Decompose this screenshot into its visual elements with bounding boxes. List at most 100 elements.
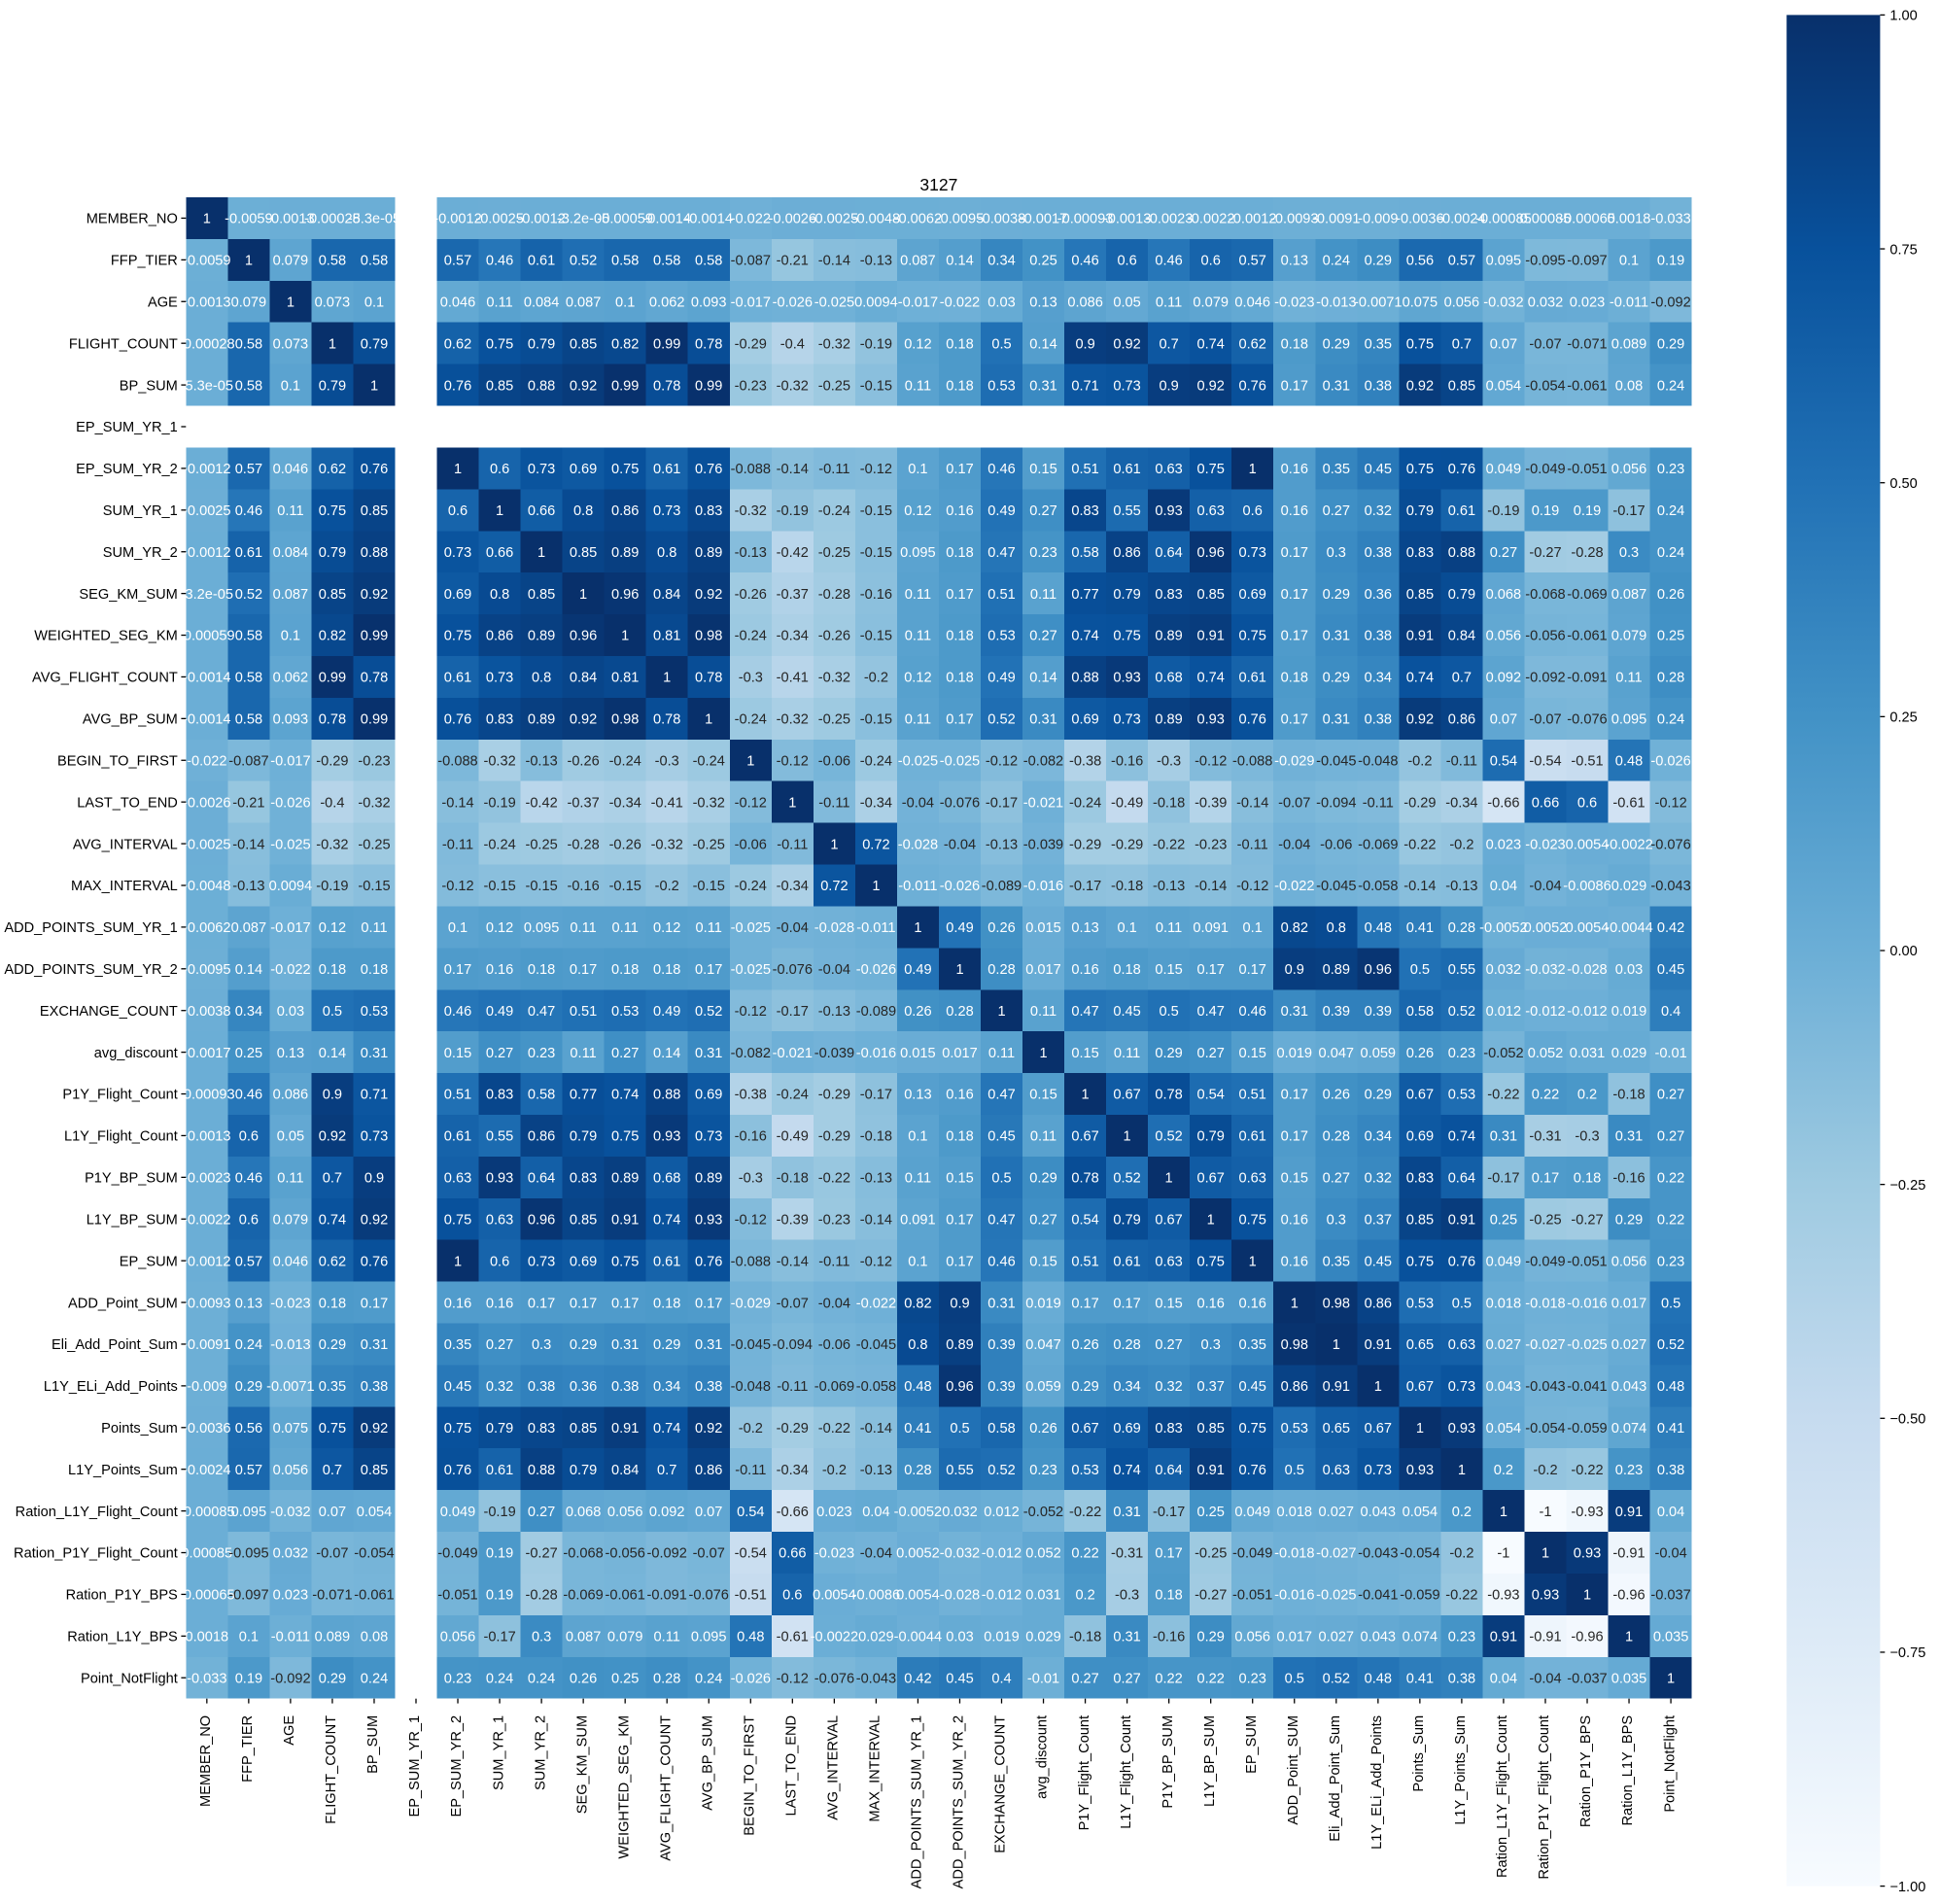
svg-text:0.79: 0.79 bbox=[1406, 503, 1434, 519]
svg-text:0.52: 0.52 bbox=[1113, 1171, 1140, 1187]
svg-text:0.19: 0.19 bbox=[486, 1588, 513, 1604]
svg-text:-0.12: -0.12 bbox=[777, 754, 809, 770]
svg-text:0.14: 0.14 bbox=[653, 1046, 680, 1061]
svg-text:0.75: 0.75 bbox=[444, 1421, 471, 1437]
svg-text:-0.0024: -0.0024 bbox=[183, 1463, 231, 1478]
svg-text:-0.01: -0.01 bbox=[1654, 1046, 1686, 1061]
svg-text:-0.27: -0.27 bbox=[1571, 1212, 1603, 1228]
svg-text:0.83: 0.83 bbox=[1155, 1421, 1182, 1437]
svg-text:0.027: 0.027 bbox=[1319, 1630, 1355, 1645]
svg-text:-0.0052: -0.0052 bbox=[894, 1505, 943, 1520]
svg-text:-0.3: -0.3 bbox=[1575, 1129, 1599, 1145]
svg-text:-0.2: -0.2 bbox=[1449, 1546, 1473, 1562]
svg-text:0.57: 0.57 bbox=[1448, 254, 1475, 269]
svg-text:-0.012: -0.012 bbox=[982, 1588, 1022, 1604]
svg-text:FFP_TIER: FFP_TIER bbox=[111, 254, 178, 269]
svg-text:0.85: 0.85 bbox=[1406, 587, 1434, 603]
svg-text:0.31: 0.31 bbox=[1615, 1129, 1643, 1145]
svg-text:0.015: 0.015 bbox=[900, 1046, 936, 1061]
svg-text:-0.13: -0.13 bbox=[232, 879, 264, 894]
svg-text:0.054: 0.054 bbox=[1486, 378, 1522, 394]
svg-text:0.28: 0.28 bbox=[1323, 1129, 1350, 1145]
svg-text:0.34: 0.34 bbox=[1113, 1379, 1140, 1395]
svg-text:-0.32: -0.32 bbox=[818, 336, 850, 352]
svg-text:-0.069: -0.069 bbox=[1567, 587, 1607, 603]
svg-text:0.89: 0.89 bbox=[695, 545, 722, 561]
svg-text:-0.022: -0.022 bbox=[1274, 879, 1314, 894]
svg-text:L1Y_Points_Sum: L1Y_Points_Sum bbox=[68, 1463, 178, 1478]
svg-text:-0.04: -0.04 bbox=[777, 920, 809, 936]
svg-text:P1Y_BP_SUM: P1Y_BP_SUM bbox=[1161, 1715, 1176, 1809]
svg-text:-0.22: -0.22 bbox=[1445, 1588, 1477, 1604]
svg-text:0.78: 0.78 bbox=[319, 712, 346, 728]
svg-text:0.018: 0.018 bbox=[1486, 1296, 1522, 1311]
svg-text:1: 1 bbox=[1124, 1129, 1131, 1145]
svg-text:0.93: 0.93 bbox=[486, 1171, 513, 1187]
svg-text:0.5: 0.5 bbox=[1285, 1463, 1304, 1478]
svg-text:0.52: 0.52 bbox=[1657, 1337, 1684, 1353]
svg-text:1: 1 bbox=[537, 545, 545, 561]
svg-text:1: 1 bbox=[454, 462, 462, 477]
svg-text:-0.18: -0.18 bbox=[860, 1129, 892, 1145]
svg-text:0.086: 0.086 bbox=[273, 1088, 309, 1103]
svg-text:0.46: 0.46 bbox=[235, 1088, 262, 1103]
svg-text:0.51: 0.51 bbox=[1071, 1254, 1098, 1269]
svg-text:0.17: 0.17 bbox=[695, 1296, 722, 1311]
svg-text:1: 1 bbox=[1165, 1171, 1173, 1187]
svg-text:-0.14: -0.14 bbox=[860, 1421, 892, 1437]
svg-text:-0.097: -0.097 bbox=[228, 1588, 268, 1604]
svg-text:0.83: 0.83 bbox=[486, 712, 513, 728]
svg-text:0.23: 0.23 bbox=[1448, 1046, 1475, 1061]
svg-text:-0.0062: -0.0062 bbox=[894, 212, 943, 227]
svg-text:-0.96: -0.96 bbox=[1571, 1630, 1603, 1645]
svg-text:FLIGHT_COUNT: FLIGHT_COUNT bbox=[324, 1715, 339, 1824]
svg-text:0.67: 0.67 bbox=[1196, 1171, 1224, 1187]
svg-text:-0.045: -0.045 bbox=[856, 1337, 896, 1353]
svg-text:0.75: 0.75 bbox=[1113, 629, 1140, 644]
svg-text:0.04: 0.04 bbox=[862, 1505, 889, 1520]
svg-text:0.61: 0.61 bbox=[1113, 462, 1140, 477]
svg-text:-0.13: -0.13 bbox=[860, 1463, 892, 1478]
svg-text:-0.19: -0.19 bbox=[483, 1505, 515, 1520]
svg-text:0.15: 0.15 bbox=[946, 1171, 973, 1187]
svg-text:0.087: 0.087 bbox=[566, 295, 602, 311]
svg-text:0.31: 0.31 bbox=[987, 1296, 1015, 1311]
svg-text:0.81: 0.81 bbox=[653, 629, 680, 644]
svg-text:0.89: 0.89 bbox=[611, 545, 639, 561]
svg-text:0.31: 0.31 bbox=[1029, 712, 1057, 728]
svg-text:0.78: 0.78 bbox=[695, 671, 722, 686]
svg-text:0.18: 0.18 bbox=[946, 545, 973, 561]
svg-text:0.99: 0.99 bbox=[319, 671, 346, 686]
svg-text:0.46: 0.46 bbox=[1238, 1004, 1265, 1020]
svg-text:-0.0012: -0.0012 bbox=[433, 212, 482, 227]
svg-text:0.39: 0.39 bbox=[987, 1337, 1015, 1353]
svg-text:0.17: 0.17 bbox=[1532, 1171, 1559, 1187]
svg-text:0.12: 0.12 bbox=[486, 920, 513, 936]
svg-text:-0.026: -0.026 bbox=[773, 295, 813, 311]
svg-text:0.62: 0.62 bbox=[1238, 336, 1265, 352]
svg-text:LAST_TO_END: LAST_TO_END bbox=[77, 795, 178, 811]
svg-text:0.83: 0.83 bbox=[1406, 1171, 1434, 1187]
svg-text:-0.029: -0.029 bbox=[1274, 754, 1314, 770]
svg-text:-0.54: -0.54 bbox=[1529, 754, 1561, 770]
svg-text:MAX_INTERVAL: MAX_INTERVAL bbox=[71, 879, 178, 894]
svg-text:0.03: 0.03 bbox=[277, 1004, 304, 1020]
svg-text:0.42: 0.42 bbox=[904, 1671, 931, 1686]
svg-text:0.89: 0.89 bbox=[695, 1171, 722, 1187]
svg-text:-0.42: -0.42 bbox=[525, 795, 557, 811]
svg-text:0.5: 0.5 bbox=[991, 336, 1011, 352]
svg-text:-0.071: -0.071 bbox=[1567, 336, 1607, 352]
svg-text:0.17: 0.17 bbox=[1155, 1546, 1182, 1562]
svg-text:AVG_BP_SUM: AVG_BP_SUM bbox=[701, 1715, 716, 1811]
svg-text:0.1: 0.1 bbox=[239, 1630, 259, 1645]
svg-text:0.29: 0.29 bbox=[570, 1337, 597, 1353]
svg-text:0.9: 0.9 bbox=[1285, 962, 1304, 978]
svg-text:-0.0013: -0.0013 bbox=[183, 1129, 231, 1145]
svg-text:0.056: 0.056 bbox=[1611, 1254, 1647, 1269]
svg-text:0.58: 0.58 bbox=[653, 254, 680, 269]
svg-text:0.69: 0.69 bbox=[1238, 587, 1265, 603]
svg-text:0.74: 0.74 bbox=[653, 1421, 680, 1437]
svg-text:0.84: 0.84 bbox=[1448, 629, 1475, 644]
svg-text:-0.088: -0.088 bbox=[1232, 754, 1272, 770]
svg-text:0.046: 0.046 bbox=[273, 1254, 309, 1269]
